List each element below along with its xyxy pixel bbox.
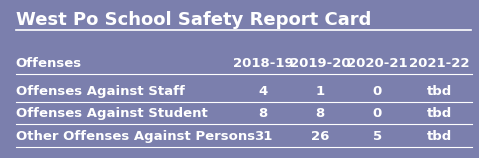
Text: 2020-21: 2020-21 (347, 57, 408, 70)
Text: 2019-20: 2019-20 (290, 57, 351, 70)
Text: Offenses: Offenses (16, 57, 82, 70)
Text: 0: 0 (373, 85, 382, 98)
Text: 8: 8 (258, 107, 268, 120)
Text: 2021-22: 2021-22 (409, 57, 469, 70)
Text: Other Offenses Against Persons: Other Offenses Against Persons (16, 130, 255, 143)
Text: West Po School Safety Report Card: West Po School Safety Report Card (16, 11, 371, 29)
Text: 26: 26 (311, 130, 329, 143)
Text: Offenses Against Student: Offenses Against Student (16, 107, 207, 120)
Text: 0: 0 (373, 107, 382, 120)
Text: 1: 1 (316, 85, 325, 98)
Text: 2018-19: 2018-19 (233, 57, 293, 70)
Text: tbd: tbd (426, 107, 452, 120)
Text: 4: 4 (258, 85, 268, 98)
Text: tbd: tbd (426, 130, 452, 143)
Text: 31: 31 (254, 130, 272, 143)
Text: tbd: tbd (426, 85, 452, 98)
Text: 8: 8 (316, 107, 325, 120)
Text: 5: 5 (373, 130, 382, 143)
Text: Offenses Against Staff: Offenses Against Staff (16, 85, 184, 98)
